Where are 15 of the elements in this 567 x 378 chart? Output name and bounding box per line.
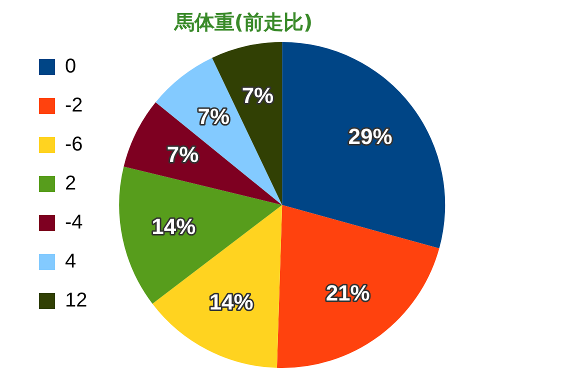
data-label: 7%: [198, 104, 230, 129]
legend-label: 12: [65, 290, 88, 312]
legend-label: 2: [65, 172, 76, 195]
legend-label: -6: [65, 134, 83, 156]
legend-label: -4: [65, 212, 83, 234]
chart-title: 馬体重(前走比): [173, 10, 313, 34]
data-label: 21%: [326, 280, 370, 306]
data-label: 14%: [209, 290, 254, 315]
data-label: 14%: [152, 214, 196, 239]
legend-label: -2: [65, 94, 83, 117]
data-label: 7%: [166, 142, 199, 167]
legend-label: 4: [65, 250, 76, 273]
legend-label: 0: [65, 56, 76, 78]
data-label: 29%: [348, 124, 392, 149]
data-label: 7%: [242, 82, 274, 108]
